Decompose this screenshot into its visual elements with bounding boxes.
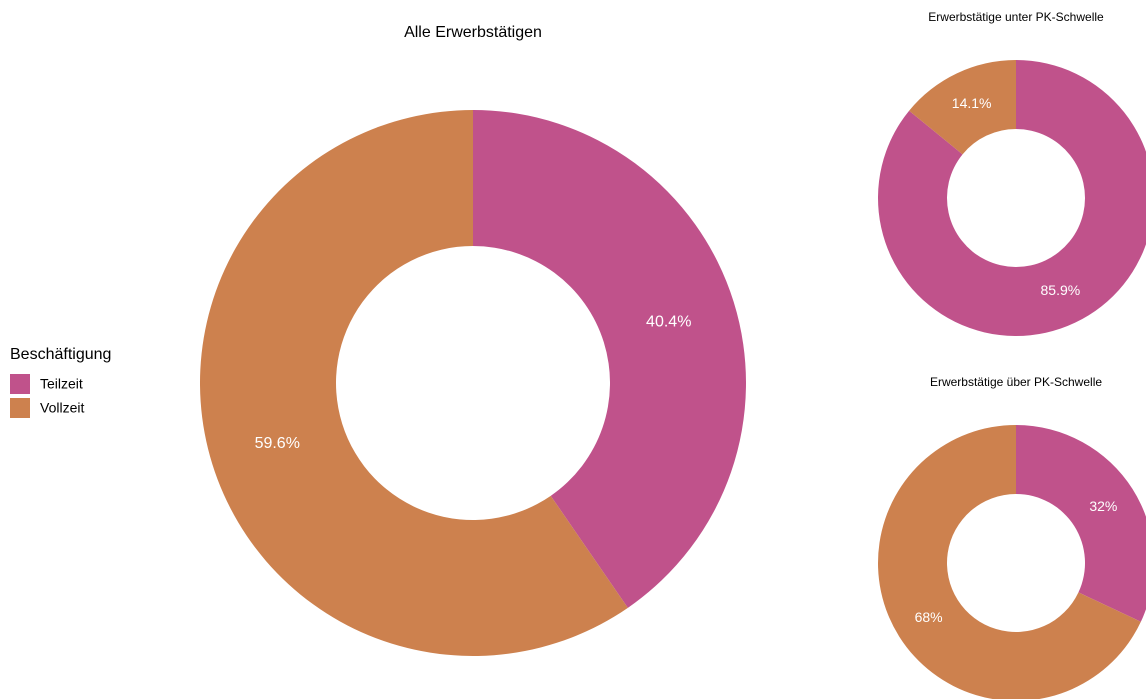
legend-label: Vollzeit — [40, 400, 84, 416]
data-label: 59.6% — [255, 435, 300, 452]
donut-segment — [473, 110, 747, 608]
data-label: 32% — [1089, 498, 1117, 514]
chart-title: Alle Erwerbstätigen — [404, 24, 542, 41]
legend-swatch — [10, 374, 30, 394]
legend-label: Teilzeit — [40, 376, 83, 392]
donut-segment — [878, 425, 1141, 699]
data-label: 68% — [915, 609, 943, 625]
donut-segment — [878, 60, 1146, 336]
data-label: 85.9% — [1041, 282, 1081, 298]
donut-segment — [1016, 425, 1146, 622]
data-label: 14.1% — [952, 95, 992, 111]
data-label: 40.4% — [646, 313, 691, 330]
legend-title: Beschäftigung — [10, 346, 111, 363]
donut-segment — [909, 60, 1016, 155]
chart-title: Erwerbstätige über PK-Schwelle — [930, 375, 1102, 389]
donut-segment — [200, 110, 628, 656]
legend-swatch — [10, 398, 30, 418]
chart-title: Erwerbstätige unter PK-Schwelle — [928, 10, 1104, 24]
